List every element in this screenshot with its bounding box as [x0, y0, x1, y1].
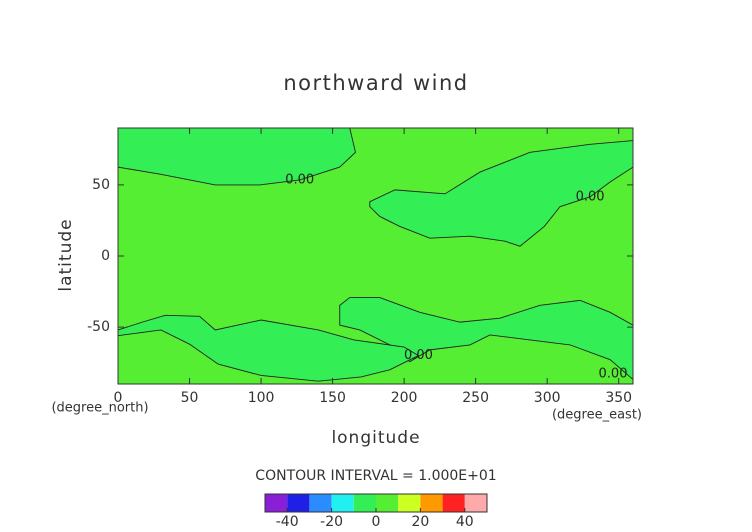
colorbar-tick-label: 40 — [456, 514, 474, 530]
contour-label: 0.00 — [599, 367, 628, 382]
colorbar-bin — [398, 494, 421, 512]
colorbar-tick-label: 20 — [411, 514, 429, 530]
colorbar-bin — [464, 494, 487, 512]
contour-line — [118, 128, 356, 186]
colorbar-tick-label: 0 — [372, 514, 381, 530]
colorbar-bin — [376, 494, 399, 512]
y-tick-label: 0 — [101, 248, 110, 264]
x-tick-label: 200 — [391, 390, 418, 406]
contour-line — [369, 140, 633, 247]
x-unit: (degree_east) — [552, 408, 642, 423]
y-tick-label: -50 — [87, 319, 110, 335]
chart-title: northward wind — [283, 71, 468, 95]
contour-label: 0.00 — [576, 189, 605, 204]
x-tick-label: 300 — [534, 390, 561, 406]
colorbar-bin — [353, 494, 376, 512]
colorbar-bin — [420, 494, 443, 512]
contour-label: 0.00 — [285, 172, 314, 187]
x-tick-label: 100 — [248, 390, 275, 406]
contour-line — [118, 314, 420, 382]
x-tick-label: 50 — [181, 390, 199, 406]
colorbar-bin — [442, 494, 465, 512]
x-axis-label: longitude — [331, 428, 420, 448]
x-tick-label: 250 — [462, 390, 489, 406]
colorbar-tick-label: -20 — [320, 514, 343, 530]
colorbar-bin — [287, 494, 310, 512]
colorbar-bin — [265, 494, 288, 512]
colorbar-tick-label: -40 — [276, 514, 299, 530]
contour-label: 0.00 — [404, 348, 433, 363]
x-tick-label: 150 — [319, 390, 346, 406]
y-unit: (degree_north) — [51, 401, 148, 416]
colorbar-bin — [331, 494, 354, 512]
colorbar-bin — [309, 494, 332, 512]
y-axis-label: latitude — [56, 218, 76, 291]
colorbar-title: CONTOUR INTERVAL = 1.000E+01 — [255, 468, 496, 484]
x-tick-label: 350 — [605, 390, 632, 406]
x-tick-label: 0 — [114, 390, 123, 406]
contour-group — [118, 128, 633, 382]
y-tick-label: 50 — [92, 177, 110, 193]
